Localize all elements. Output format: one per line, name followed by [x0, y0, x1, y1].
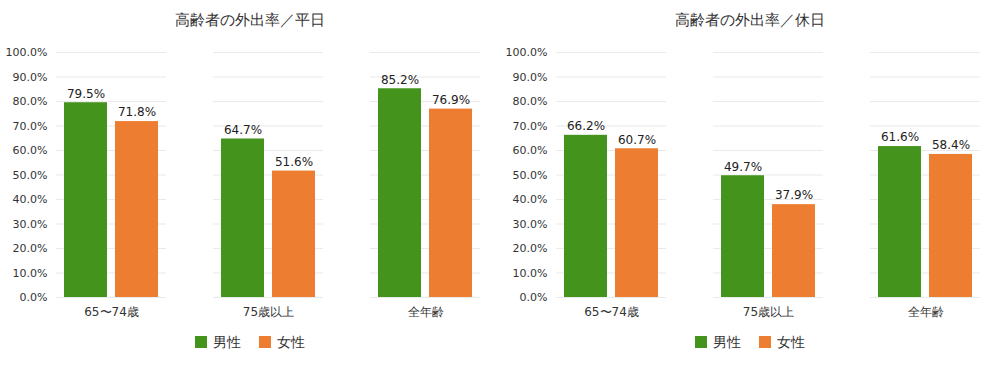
svg-text:60.0%: 60.0% [13, 144, 48, 157]
svg-text:100.0%: 100.0% [6, 46, 48, 59]
svg-text:100.0%: 100.0% [506, 46, 548, 59]
svg-text:全年齢: 全年齢 [408, 305, 444, 319]
svg-text:30.0%: 30.0% [13, 218, 48, 231]
svg-text:49.7%: 49.7% [724, 160, 762, 174]
svg-text:80.0%: 80.0% [13, 95, 48, 108]
html-text:女性: 女性 [277, 334, 305, 350]
svg-text:64.7%: 64.7% [224, 123, 262, 137]
svg-text:65〜74歳: 65〜74歳 [584, 305, 639, 319]
svg-text:40.0%: 40.0% [513, 193, 548, 206]
svg-text:10.0%: 10.0% [13, 267, 48, 280]
html-text:高齢者の外出率／休日: 高齢者の外出率／休日 [675, 11, 825, 29]
svg-text:65〜74歳: 65〜74歳 [84, 305, 139, 319]
html-text:男性: 男性 [713, 334, 741, 350]
svg-text:61.6%: 61.6% [881, 130, 919, 144]
svg-text:30.0%: 30.0% [513, 218, 548, 231]
svg-text:75歳以上: 75歳以上 [743, 305, 794, 319]
svg-text:70.0%: 70.0% [513, 120, 548, 133]
svg-text:90.0%: 90.0% [513, 71, 548, 84]
svg-text:80.0%: 80.0% [513, 95, 548, 108]
svg-text:60.7%: 60.7% [618, 133, 656, 147]
svg-text:90.0%: 90.0% [13, 71, 48, 84]
svg-text:60.0%: 60.0% [513, 144, 548, 157]
svg-text:20.0%: 20.0% [513, 242, 548, 255]
svg-text:51.6%: 51.6% [275, 155, 313, 169]
svg-text:0.0%: 0.0% [20, 291, 48, 304]
svg-text:20.0%: 20.0% [13, 242, 48, 255]
svg-text:70.0%: 70.0% [13, 120, 48, 133]
svg-text:76.9%: 76.9% [432, 93, 470, 107]
svg-text:10.0%: 10.0% [513, 267, 548, 280]
svg-text:37.9%: 37.9% [775, 188, 813, 202]
svg-text:50.0%: 50.0% [513, 169, 548, 182]
svg-text:79.5%: 79.5% [67, 87, 105, 101]
html-text:女性: 女性 [777, 334, 805, 350]
svg-text:85.2%: 85.2% [381, 73, 419, 87]
svg-text:全年齢: 全年齢 [908, 305, 944, 319]
svg-text:58.4%: 58.4% [932, 138, 970, 152]
svg-text:66.2%: 66.2% [567, 119, 605, 133]
html-text:高齢者の外出率／平日: 高齢者の外出率／平日 [175, 11, 325, 29]
html-text:男性: 男性 [213, 334, 241, 350]
svg-text:50.0%: 50.0% [13, 169, 48, 182]
svg-text:75歳以上: 75歳以上 [243, 305, 294, 319]
svg-text:71.8%: 71.8% [118, 105, 156, 119]
svg-text:40.0%: 40.0% [13, 193, 48, 206]
svg-text:0.0%: 0.0% [520, 291, 548, 304]
